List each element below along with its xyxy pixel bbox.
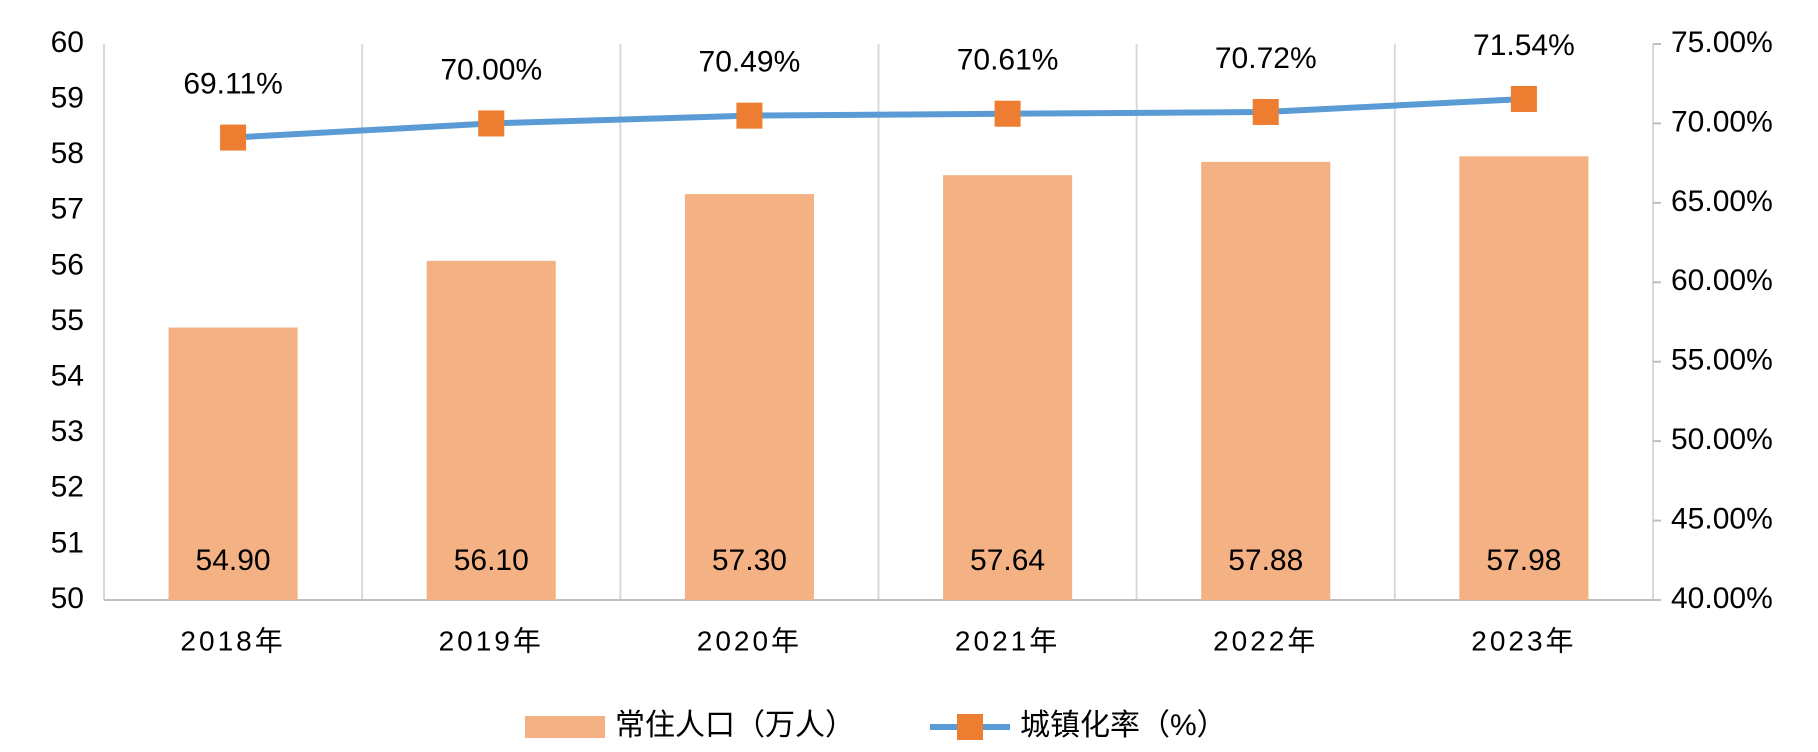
y2-tick-label: 70.00%: [1671, 105, 1773, 138]
y2-tick-label: 65.00%: [1671, 185, 1773, 218]
y-tick-label: 60: [51, 26, 84, 59]
y-tick-label: 58: [51, 137, 84, 170]
bar-value-label: 57.30: [712, 544, 787, 577]
line-value-label: 70.61%: [957, 44, 1059, 77]
legend-swatch: [525, 716, 605, 738]
bar: [684, 194, 814, 600]
bar: [943, 175, 1073, 600]
y2-tick-label: 60.00%: [1671, 264, 1773, 297]
bar: [426, 260, 556, 600]
line: [232, 95, 1525, 141]
line-value-label: 70.00%: [440, 53, 542, 86]
bar-value-label: 54.90: [196, 544, 271, 577]
line-marker: [1510, 85, 1537, 112]
y2-tick-label: 50.00%: [1671, 423, 1773, 456]
bar-value-label: 57.88: [1228, 544, 1303, 577]
legend-marker: [957, 714, 983, 740]
bar-value-label: 57.98: [1486, 544, 1561, 577]
y-tick-label: 51: [51, 526, 84, 559]
x-tick-label: 2022年: [1213, 625, 1318, 656]
bar: [1459, 156, 1589, 600]
y2-tick-label: 40.00%: [1671, 582, 1773, 615]
x-tick-label: 2018年: [180, 625, 285, 656]
bar-value-label: 57.64: [970, 544, 1045, 577]
line-value-label: 70.49%: [699, 46, 801, 79]
line-value-label: 71.54%: [1473, 29, 1575, 62]
y-tick-label: 53: [51, 415, 84, 448]
y2-tick-label: 75.00%: [1671, 26, 1773, 59]
x-tick-label: 2021年: [955, 625, 1060, 656]
y-tick-label: 57: [51, 193, 84, 226]
x-tick-label: 2019年: [439, 625, 544, 656]
y-tick-label: 50: [51, 582, 84, 615]
y-tick-label: 54: [51, 360, 84, 393]
line-marker: [1252, 98, 1279, 125]
x-tick-label: 2020年: [697, 625, 802, 656]
line-value-label: 70.72%: [1215, 42, 1317, 75]
legend-label: 城镇化率（%）: [1020, 709, 1227, 742]
legend-label: 常住人口（万人）: [615, 709, 855, 742]
y-tick-label: 59: [51, 82, 84, 115]
line-value-label: 69.11%: [183, 67, 283, 100]
bar: [168, 327, 298, 600]
line-marker: [478, 110, 505, 137]
line-marker: [736, 102, 763, 129]
line-marker: [994, 100, 1021, 127]
bar-value-label: 56.10: [454, 544, 529, 577]
bar: [1201, 161, 1331, 600]
y2-tick-label: 55.00%: [1671, 344, 1773, 377]
y2-tick-label: 45.00%: [1671, 502, 1773, 535]
y-tick-label: 52: [51, 471, 84, 504]
x-tick-label: 2023年: [1471, 625, 1576, 656]
line-marker: [220, 124, 247, 151]
y-tick-label: 56: [51, 248, 84, 281]
y-tick-label: 55: [51, 304, 84, 337]
